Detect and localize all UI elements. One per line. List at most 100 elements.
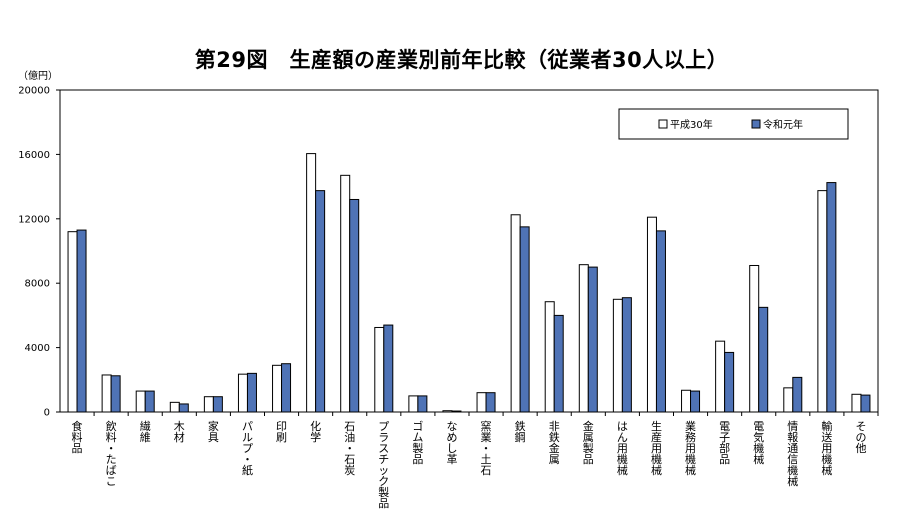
bar-r1 bbox=[315, 190, 326, 413]
bar-h30 bbox=[135, 390, 146, 413]
category-label-char: 品 bbox=[412, 453, 423, 466]
category-label-char: 料 bbox=[72, 430, 83, 444]
category-label-char: 維 bbox=[140, 431, 151, 444]
bar-h30 bbox=[749, 264, 760, 413]
category-label-char: 材 bbox=[174, 430, 185, 444]
category-label-char: 品 bbox=[583, 453, 594, 466]
category-label-char: 鉄 bbox=[549, 430, 560, 444]
category-label-char: 用 bbox=[821, 442, 832, 455]
category-label-char: 石 bbox=[344, 453, 355, 466]
category-label-char: 械 bbox=[821, 463, 832, 477]
bar-r1 bbox=[758, 306, 769, 413]
bar-h30 bbox=[612, 298, 623, 413]
bar-r1 bbox=[178, 403, 189, 413]
category-label-char: 部 bbox=[719, 441, 730, 455]
category-label-char: 油 bbox=[344, 430, 355, 444]
category-label-char: 品 bbox=[378, 497, 389, 510]
category-label-char: こ bbox=[106, 475, 117, 488]
bar-h30 bbox=[578, 264, 589, 413]
category-label-char: 鉄 bbox=[515, 419, 526, 433]
category-label-char: な bbox=[446, 420, 457, 433]
category-label-char: プ bbox=[378, 420, 389, 433]
bar-r1 bbox=[690, 390, 701, 413]
chart-title: 第29図 生産額の産業別前年比較（従業者30人以上） bbox=[194, 48, 729, 72]
bar-h30 bbox=[237, 373, 248, 413]
bar-r1 bbox=[621, 297, 632, 413]
category-label-char: 金 bbox=[549, 441, 560, 455]
bar-h30 bbox=[169, 401, 180, 413]
bar-r1 bbox=[451, 410, 462, 413]
bar-r1 bbox=[792, 376, 803, 413]
bar-r1 bbox=[212, 396, 223, 413]
category-label-char: た bbox=[106, 453, 117, 466]
category-label-char: 業 bbox=[481, 431, 492, 444]
category-label-char: 産 bbox=[651, 431, 662, 444]
bar-r1 bbox=[724, 351, 735, 413]
category-label-char: ・ bbox=[242, 453, 253, 466]
category-label-char: 機 bbox=[753, 441, 764, 455]
category-label-char: ッ bbox=[378, 464, 389, 477]
category-label-char: の bbox=[855, 431, 866, 444]
bar-h30 bbox=[681, 389, 692, 413]
category-label-char: 用 bbox=[685, 442, 696, 455]
bar-h30 bbox=[544, 301, 555, 413]
category-label-char: は bbox=[617, 420, 628, 433]
category-label-char: ク bbox=[378, 475, 389, 488]
category-label-char: ば bbox=[106, 464, 117, 477]
category-label-char: プ bbox=[242, 442, 253, 455]
y-axis-unit-label: （億円） bbox=[18, 71, 58, 82]
y-axis-tick-label: 16000 bbox=[18, 150, 50, 161]
category-label-char: 生 bbox=[651, 419, 662, 433]
category-label-char: チ bbox=[378, 453, 389, 466]
legend-swatch-h30 bbox=[658, 119, 668, 129]
category-label-char: 炭 bbox=[344, 464, 355, 477]
category-label-char: ラ bbox=[378, 431, 389, 444]
category-label-char: ゴ bbox=[412, 419, 423, 433]
category-label-char: 非 bbox=[549, 420, 560, 433]
legend-label-r1: 令和元年 bbox=[763, 118, 803, 131]
bar-r1 bbox=[281, 363, 292, 413]
category-label-char: 食 bbox=[72, 419, 83, 433]
bar-h30 bbox=[783, 387, 794, 413]
category-label-char: 品 bbox=[72, 442, 83, 455]
category-label-char: 化 bbox=[310, 419, 321, 433]
category-label-char: ル bbox=[242, 431, 253, 444]
category-label-char: 械 bbox=[685, 463, 696, 477]
category-label-char: 学 bbox=[310, 430, 321, 444]
bar-h30 bbox=[476, 392, 487, 413]
category-label-char: 鋼 bbox=[515, 430, 526, 444]
bar-r1 bbox=[485, 392, 496, 413]
category-label-char: し bbox=[446, 442, 457, 455]
y-axis-tick-label: 8000 bbox=[25, 279, 50, 290]
category-label-char: 石 bbox=[344, 420, 355, 433]
category-label-char: 機 bbox=[651, 452, 662, 466]
category-label-char: 繊 bbox=[140, 420, 151, 433]
bar-h30 bbox=[101, 374, 112, 413]
category-label-char: 機 bbox=[617, 452, 628, 466]
category-label-char: ・ bbox=[106, 442, 117, 455]
category-label-char: 属 bbox=[583, 431, 594, 444]
category-label-char: ん bbox=[617, 431, 628, 444]
bar-h30 bbox=[203, 396, 214, 413]
category-label-char: 報 bbox=[787, 431, 798, 444]
category-label-char: 窯 bbox=[481, 419, 492, 433]
category-label-char: 通 bbox=[787, 442, 798, 455]
category-label-char: 製 bbox=[583, 441, 594, 455]
category-label-char: ム bbox=[412, 431, 423, 444]
legend-box bbox=[618, 108, 849, 140]
category-label-char: 械 bbox=[787, 474, 798, 488]
category-label-char: 製 bbox=[378, 485, 389, 499]
bar-r1 bbox=[553, 314, 564, 413]
category-label-char: 機 bbox=[685, 452, 696, 466]
bar-r1 bbox=[655, 230, 666, 413]
category-label-char: ・ bbox=[344, 442, 355, 455]
bar-r1 bbox=[349, 198, 360, 413]
category-label-char: ス bbox=[378, 442, 389, 455]
bar-r1 bbox=[144, 390, 155, 413]
y-axis-tick-label: 12000 bbox=[18, 214, 50, 225]
category-label-char: 機 bbox=[787, 463, 798, 477]
bar-r1 bbox=[860, 394, 871, 413]
category-label-char: め bbox=[446, 431, 457, 444]
category-label-char: 信 bbox=[787, 453, 798, 466]
